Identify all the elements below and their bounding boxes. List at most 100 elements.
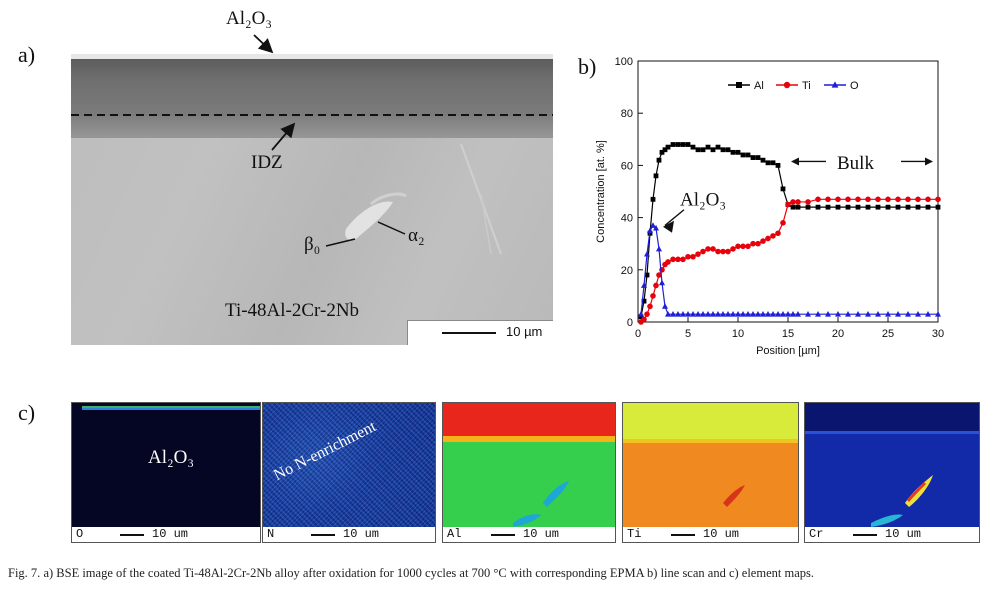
map-o-label: O 10 um — [72, 527, 260, 542]
point-ti — [670, 256, 676, 263]
point-o — [641, 282, 647, 288]
map-o: Al₂O₃ O 10 um — [71, 402, 261, 543]
point-o — [780, 310, 786, 317]
point-o — [675, 310, 681, 317]
point-al — [835, 204, 841, 210]
map-element: N — [267, 527, 275, 541]
point-o — [653, 224, 659, 231]
point-o — [905, 310, 911, 317]
point-al — [760, 157, 766, 163]
point-o — [670, 310, 676, 317]
point-o — [740, 310, 746, 317]
map-scale: 10 um — [523, 527, 560, 541]
point-ti — [760, 238, 766, 244]
point-ti — [865, 196, 871, 203]
annotation-bulk: Bulk — [837, 153, 874, 174]
point-ti — [790, 199, 796, 205]
x-tick-label: 0 — [635, 328, 641, 340]
point-al — [845, 204, 851, 210]
point-ti — [735, 243, 741, 250]
map-scale: 10 um — [703, 527, 740, 541]
point-al — [865, 204, 871, 210]
point-ti — [805, 199, 811, 205]
scale-bar-text: 10 µm — [506, 324, 543, 339]
point-ti — [770, 233, 776, 239]
bse-features — [71, 114, 553, 255]
point-al — [720, 147, 726, 153]
legend-label-o: O — [850, 80, 859, 92]
point-al — [675, 142, 681, 147]
point-ti — [835, 196, 841, 203]
point-o — [885, 310, 891, 317]
point-ti — [725, 248, 731, 255]
point-al — [805, 204, 811, 210]
map-al-label: Al 10 um — [443, 527, 615, 542]
point-ti — [700, 248, 706, 255]
point-ti — [785, 201, 791, 208]
point-ti — [895, 196, 901, 203]
panel-b-label: b) — [578, 54, 597, 79]
point-al — [795, 204, 801, 210]
point-al — [638, 314, 644, 320]
point-o — [790, 310, 796, 317]
oxide-label-c: Al₂O₃ — [148, 447, 194, 468]
x-tick-label: 5 — [685, 328, 691, 340]
alpha2-phase — [345, 201, 393, 240]
point-o — [805, 310, 811, 317]
point-o — [865, 310, 871, 317]
point-al — [680, 142, 686, 147]
legend-label-ti: Ti — [802, 80, 811, 92]
y-axis-label: Concentration [at. %] — [595, 140, 607, 243]
point-o — [685, 310, 691, 317]
point-o — [835, 310, 841, 317]
point-o — [659, 279, 665, 286]
point-al — [790, 204, 796, 210]
map-cr-label: Cr 10 um — [805, 527, 979, 542]
point-o — [665, 310, 671, 317]
point-o — [875, 310, 881, 317]
point-o — [895, 310, 901, 317]
map-al: Al 10 um — [442, 402, 616, 543]
point-al — [770, 160, 776, 166]
x-tick-label: 20 — [832, 328, 844, 340]
point-ti — [740, 243, 746, 250]
y-tick-label: 60 — [621, 160, 633, 172]
point-al — [641, 298, 647, 304]
point-o — [695, 310, 701, 317]
point-o — [720, 310, 726, 317]
point-ti — [644, 311, 650, 317]
point-ti — [685, 253, 691, 260]
x-axis-label: Position [µm] — [756, 345, 820, 357]
point-al — [765, 160, 771, 166]
point-ti — [653, 282, 659, 289]
x-tick-label: 25 — [882, 328, 894, 340]
alloy-label: Ti-48Al-2Cr-2Nb — [225, 300, 360, 321]
point-ti — [659, 267, 665, 273]
point-al — [705, 144, 711, 150]
idz-layer — [71, 116, 553, 138]
point-al — [710, 147, 716, 153]
point-ti — [875, 196, 881, 203]
point-ti — [675, 256, 681, 263]
point-al — [665, 144, 671, 150]
legend-marker — [831, 81, 839, 88]
map-n: No N-enrichment N 10 um — [262, 402, 436, 543]
caption-fig: Fig. 7. — [8, 566, 41, 580]
point-al — [825, 204, 831, 210]
point-al — [905, 204, 911, 210]
map-scale: 10 um — [152, 527, 189, 541]
figure-caption: Fig. 7. a) BSE image of the coated Ti-48… — [8, 566, 998, 581]
point-o — [825, 310, 831, 317]
point-o — [760, 310, 766, 317]
map-cr: Cr 10 um — [804, 402, 980, 543]
point-ti — [647, 303, 653, 310]
point-ti — [795, 199, 801, 205]
point-al — [935, 204, 941, 210]
point-ti — [750, 240, 756, 247]
point-al — [780, 186, 786, 192]
point-ti — [885, 196, 891, 203]
point-o — [855, 310, 861, 317]
point-al — [740, 152, 746, 158]
point-o — [710, 310, 716, 317]
point-ti — [855, 196, 861, 203]
